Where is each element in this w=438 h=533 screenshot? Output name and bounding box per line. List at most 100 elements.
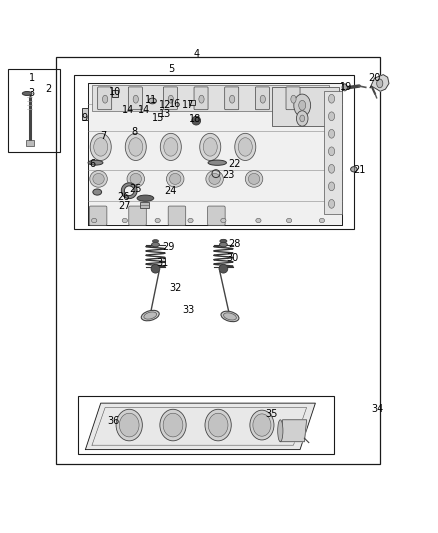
Text: 14: 14 [122, 104, 134, 115]
Text: 17: 17 [182, 100, 194, 110]
Ellipse shape [160, 133, 181, 160]
Bar [56, 57, 380, 464]
Ellipse shape [148, 98, 156, 104]
Ellipse shape [90, 171, 107, 187]
Bar [112, 91, 118, 96]
Text: 11: 11 [145, 95, 157, 105]
Ellipse shape [278, 420, 283, 442]
Text: 24: 24 [164, 186, 176, 196]
Bar [8, 69, 60, 152]
Text: 36: 36 [107, 416, 119, 426]
Ellipse shape [328, 147, 335, 156]
Ellipse shape [22, 92, 32, 95]
Text: 13: 13 [159, 109, 172, 119]
Text: 7: 7 [100, 131, 106, 141]
Bar [272, 87, 339, 126]
Text: 14: 14 [138, 104, 151, 115]
Text: 12: 12 [159, 100, 172, 110]
Ellipse shape [152, 239, 159, 243]
Circle shape [192, 116, 201, 125]
Bar [189, 100, 195, 106]
Circle shape [219, 264, 228, 273]
Ellipse shape [94, 138, 108, 156]
Text: 18: 18 [189, 115, 201, 124]
Text: 2: 2 [45, 84, 51, 94]
Ellipse shape [319, 219, 325, 223]
Ellipse shape [220, 239, 227, 243]
Bar [78, 396, 334, 454]
Ellipse shape [328, 182, 335, 191]
Text: 4: 4 [194, 49, 200, 59]
Ellipse shape [170, 173, 181, 184]
Ellipse shape [208, 413, 228, 437]
Ellipse shape [116, 409, 142, 441]
Ellipse shape [130, 173, 141, 184]
Ellipse shape [256, 219, 261, 223]
Text: 9: 9 [81, 112, 87, 123]
Text: 22: 22 [228, 159, 240, 168]
FancyBboxPatch shape [26, 140, 34, 147]
Ellipse shape [152, 243, 159, 247]
Ellipse shape [155, 219, 160, 223]
Ellipse shape [102, 95, 108, 103]
Bar [92, 85, 328, 111]
FancyBboxPatch shape [163, 87, 177, 110]
Ellipse shape [328, 130, 335, 138]
Ellipse shape [377, 79, 383, 88]
Ellipse shape [248, 173, 260, 184]
Text: 26: 26 [117, 192, 130, 203]
Circle shape [151, 264, 160, 273]
Ellipse shape [209, 173, 220, 184]
Ellipse shape [144, 312, 157, 319]
Ellipse shape [93, 173, 104, 184]
Ellipse shape [129, 138, 143, 156]
Ellipse shape [328, 112, 335, 120]
Ellipse shape [291, 95, 296, 103]
Text: 23: 23 [223, 169, 235, 180]
Text: 19: 19 [340, 82, 352, 92]
Ellipse shape [160, 409, 186, 441]
Ellipse shape [90, 133, 111, 160]
Text: 1: 1 [29, 73, 35, 83]
Ellipse shape [203, 138, 217, 156]
Ellipse shape [199, 95, 204, 103]
Bar [140, 201, 149, 208]
Ellipse shape [168, 95, 173, 103]
FancyBboxPatch shape [286, 87, 300, 110]
Ellipse shape [328, 199, 335, 208]
Text: 28: 28 [228, 239, 240, 249]
Ellipse shape [122, 219, 127, 223]
Text: 10: 10 [109, 87, 121, 97]
Ellipse shape [221, 219, 226, 223]
FancyBboxPatch shape [225, 87, 239, 110]
Text: 30: 30 [226, 253, 238, 263]
Ellipse shape [92, 219, 97, 223]
Ellipse shape [125, 133, 146, 160]
Ellipse shape [235, 133, 256, 160]
Ellipse shape [205, 409, 231, 441]
Text: 32: 32 [169, 284, 181, 293]
FancyBboxPatch shape [129, 206, 146, 225]
Ellipse shape [221, 311, 239, 321]
Ellipse shape [286, 219, 292, 223]
FancyBboxPatch shape [128, 87, 142, 110]
FancyBboxPatch shape [98, 87, 112, 110]
Ellipse shape [297, 111, 308, 126]
Text: 25: 25 [130, 183, 142, 193]
Ellipse shape [188, 219, 193, 223]
Ellipse shape [328, 94, 335, 103]
Text: 5: 5 [168, 63, 174, 74]
Text: 20: 20 [368, 73, 381, 83]
Ellipse shape [294, 94, 311, 117]
Bar [74, 75, 354, 229]
Ellipse shape [88, 160, 103, 165]
Ellipse shape [253, 414, 271, 436]
FancyBboxPatch shape [168, 206, 186, 225]
Bar [82, 108, 88, 120]
Ellipse shape [127, 171, 145, 187]
Text: 21: 21 [353, 165, 365, 175]
Text: 3: 3 [28, 88, 35, 99]
Polygon shape [85, 403, 315, 449]
Ellipse shape [164, 138, 178, 156]
Ellipse shape [200, 133, 221, 160]
